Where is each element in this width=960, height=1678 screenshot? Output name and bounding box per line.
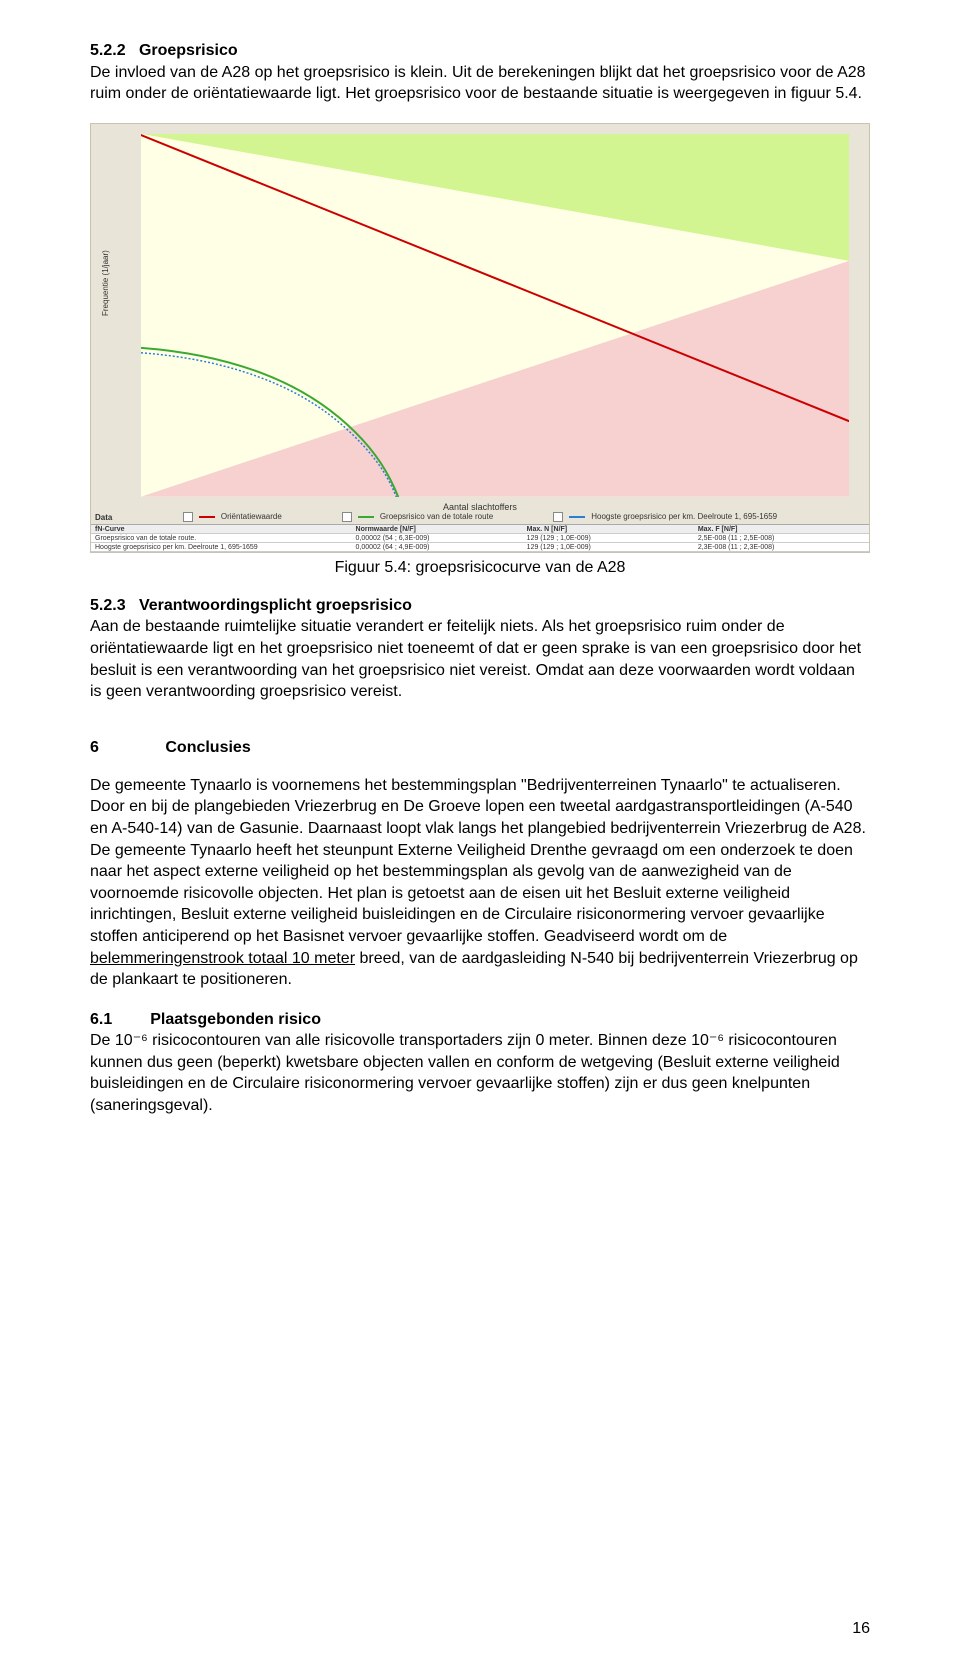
risk-curve <box>141 134 849 497</box>
th: Normwaarde [N/F] <box>356 525 527 533</box>
heading-number: 5.2.2 <box>90 42 126 59</box>
body-6-pre: De gemeente Tynaarlo is voornemens het b… <box>90 777 866 945</box>
legend-label: Groepsrisico van de totale route <box>380 512 493 521</box>
body-6: De gemeente Tynaarlo is voornemens het b… <box>90 775 870 991</box>
heading-title: Groepsrisico <box>139 42 238 59</box>
y-axis-label: Frequentie (1/jaar) <box>101 251 110 317</box>
heading-5-2-3: 5.2.3 Verantwoordingsplicht groepsrisico <box>90 597 412 614</box>
body-5-2-3: Aan de bestaande ruimtelijke situatie ve… <box>90 618 861 700</box>
td: 0,00002 (54 ; 6,3E-009) <box>356 534 527 542</box>
plot-area: 10⁻⁴ 10⁻⁵ 10⁻⁶ 10⁻⁷ 10⁻⁸ 10⁻⁹ 10⁰ 10¹ 10… <box>141 134 849 497</box>
body-6-1: De 10⁻⁶ risicocontouren van alle risicov… <box>90 1032 840 1114</box>
figure-5-4: Frequentie (1/jaar) 10⁻⁴ 10⁻⁵ 10⁻⁶ 10⁻⁷ … <box>90 123 870 553</box>
heading-6-1: 6.1 Plaatsgebonden risico <box>90 1011 321 1028</box>
th: Max. F [N/F] <box>698 525 869 533</box>
td: 2,5E-008 (11 ; 2,5E-008) <box>698 534 869 542</box>
body-5-2-2: De invloed van de A28 op het groepsrisic… <box>90 64 866 103</box>
heading-number: 6 <box>90 739 99 756</box>
section-5-2-2: 5.2.2 Groepsrisico De invloed van de A28… <box>90 40 870 105</box>
section-5-2-3: 5.2.3 Verantwoordingsplicht groepsrisico… <box>90 595 870 703</box>
heading-title: Conclusies <box>165 739 250 756</box>
body-6-underline: belemmeringenstrook totaal 10 meter <box>90 950 355 967</box>
legend-item: Oriëntatiewaarde <box>183 512 282 522</box>
page-number: 16 <box>852 1620 870 1638</box>
heading-title: Plaatsgebonden risico <box>150 1011 321 1028</box>
td: 129 (129 ; 1,0E-009) <box>527 543 698 551</box>
td: 2,3E-008 (11 ; 2,3E-008) <box>698 543 869 551</box>
th: Max. N [N/F] <box>527 525 698 533</box>
td: 129 (129 ; 1,0E-009) <box>527 534 698 542</box>
data-table-title: Data <box>95 513 112 522</box>
figure-caption: Figuur 5.4: groepsrisicocurve van de A28 <box>90 559 870 577</box>
heading-number: 6.1 <box>90 1011 112 1028</box>
td: 0,00002 (64 ; 4,9E-009) <box>356 543 527 551</box>
legend-item: Hoogste groepsrisico per km. Deelroute 1… <box>553 512 777 522</box>
section-6-1: 6.1 Plaatsgebonden risico De 10⁻⁶ risicoc… <box>90 1009 870 1117</box>
legend-item: Groepsrisico van de totale route <box>342 512 493 522</box>
th: fN-Curve <box>91 525 356 533</box>
legend-label: Oriëntatiewaarde <box>221 512 282 521</box>
heading-6: 6 Conclusies <box>90 739 870 757</box>
legend-label: Hoogste groepsrisico per km. Deelroute 1… <box>591 512 777 521</box>
fn-curve-chart: Frequentie (1/jaar) 10⁻⁴ 10⁻⁵ 10⁻⁶ 10⁻⁷ … <box>90 123 870 553</box>
x-axis-label: Aantal slachtoffers <box>91 502 869 512</box>
chart-legend: Oriëntatiewaarde Groepsrisico van de tot… <box>91 512 869 522</box>
heading-number: 5.2.3 <box>90 597 126 614</box>
data-table: fN-Curve Normwaarde [N/F] Max. N [N/F] M… <box>91 524 869 552</box>
td: Groepsrisico van de totale route. <box>91 534 356 542</box>
heading-title: Verantwoordingsplicht groepsrisico <box>139 597 412 614</box>
td: Hoogste groepsrisico per km. Deelroute 1… <box>91 543 356 551</box>
heading-5-2-2: 5.2.2 Groepsrisico <box>90 42 238 59</box>
